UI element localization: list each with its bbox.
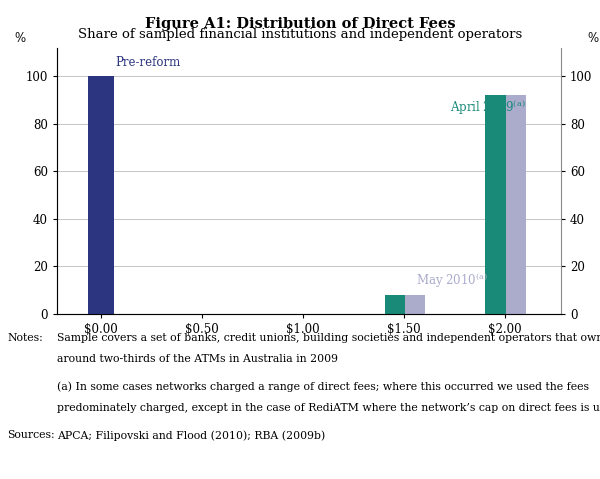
Text: %: % [587,32,599,45]
Bar [485,95,506,314]
Text: Share of sampled financial institutions and independent operators: Share of sampled financial institutions … [78,28,522,41]
Bar [405,295,425,314]
Text: predominately charged, except in the case of RediATM where the network’s cap on : predominately charged, except in the cas… [57,403,600,412]
Bar [88,76,115,314]
Text: May 2010$^{\mathregular{(a)}}$: May 2010$^{\mathregular{(a)}}$ [416,271,488,290]
Text: around two-thirds of the ATMs in Australia in 2009: around two-thirds of the ATMs in Austral… [57,354,338,364]
Text: Sample covers a set of banks, credit unions, building societies and independent : Sample covers a set of banks, credit uni… [57,333,600,343]
Bar [506,95,526,314]
Text: (a) In some cases networks charged a range of direct fees; where this occurred w: (a) In some cases networks charged a ran… [57,381,589,392]
Text: April 2009$^{\mathregular{(a)}}$: April 2009$^{\mathregular{(a)}}$ [450,98,526,117]
Text: Figure A1: Distribution of Direct Fees: Figure A1: Distribution of Direct Fees [145,17,455,31]
Text: Sources:: Sources: [7,430,55,440]
Bar [385,295,405,314]
Text: Pre-reform: Pre-reform [115,56,181,69]
Text: %: % [14,32,25,45]
Text: Notes:: Notes: [7,333,43,343]
Text: APCA; Filipovski and Flood (2010); RBA (2009b): APCA; Filipovski and Flood (2010); RBA (… [57,430,325,441]
